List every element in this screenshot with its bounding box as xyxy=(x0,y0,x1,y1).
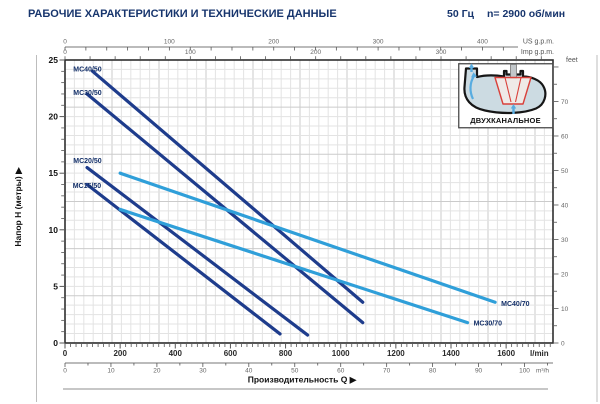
tick-label: 80 xyxy=(429,368,437,375)
tick-label: 1000 xyxy=(332,349,350,358)
tick-label: 60 xyxy=(561,133,569,140)
outlet-flow-arrow-icon xyxy=(468,63,475,68)
tick-label: 400 xyxy=(477,39,488,46)
curve-mc40-50 xyxy=(90,69,365,304)
tick-label: 1200 xyxy=(387,349,405,358)
y-axis-feet: 0 10 20 30 40 50 60 70 feet xyxy=(554,57,578,347)
curve-mc40-70 xyxy=(118,171,497,304)
speed-label: n= 2900 об/мин xyxy=(487,8,566,20)
tick-label: 10 xyxy=(561,306,569,313)
x-axis-lmin: 0 200 400 600 800 1000 1200 1400 1600 l/min xyxy=(63,344,551,358)
tick-label: 400 xyxy=(169,349,183,358)
tick-label: 20 xyxy=(153,368,161,375)
curves: MC40/50 MC30/50 MC20/50 MC15/50 MC40/70 MC30/… xyxy=(73,67,530,337)
inset-caption: ДВУХКАНАЛЬНОЕ xyxy=(470,116,541,125)
tick-label: 100 xyxy=(164,39,175,46)
tick-label: 5 xyxy=(53,281,58,291)
tick-label: 25 xyxy=(49,55,59,65)
tick-label: 90 xyxy=(475,368,483,375)
x-axis-m3h: 0 10 20 30 40 50 60 70 80 90 100 m³/h xyxy=(63,362,553,375)
tick-label: 1400 xyxy=(442,349,460,358)
tick-label: 800 xyxy=(279,349,293,358)
curve-mc30-70 xyxy=(118,207,470,325)
tick-label: 30 xyxy=(561,237,569,244)
tick-label: 15 xyxy=(49,168,59,178)
tick-label: 100 xyxy=(519,368,530,375)
impeller-diagram: ДВУХКАНАЛЬНОЕ xyxy=(458,63,554,129)
tick-label: 10 xyxy=(107,368,115,375)
curve-label: MC40/50 xyxy=(73,67,102,74)
x-axis-us-gpm: 0 100 200 300 400 US g.p.m. xyxy=(63,39,554,51)
tick-label: 200 xyxy=(268,39,279,46)
impeller-outline xyxy=(494,76,532,105)
tick-label: 50 xyxy=(291,368,299,375)
tick-label: 70 xyxy=(561,99,569,106)
curve-mc20-50 xyxy=(85,165,310,337)
page-rules xyxy=(36,55,598,402)
tick-label: 50 xyxy=(561,168,569,175)
tick-label: 10 xyxy=(49,225,59,235)
tick-label: 20 xyxy=(561,271,569,278)
x-axis-title: Производительность Q ▶ xyxy=(248,375,358,385)
tick-label: 0 xyxy=(63,349,68,358)
tick-label: 0 xyxy=(561,340,565,347)
tick-label: 60 xyxy=(337,368,345,375)
axis-unit-lmin: l/min xyxy=(530,349,549,358)
x-axis-imp-gpm: 0 100 200 300 Imp g.p.m. xyxy=(63,49,554,60)
tick-label: 600 xyxy=(224,349,238,358)
volute-flow-arrow-icon xyxy=(469,75,475,100)
impeller-channels xyxy=(504,77,522,103)
y-axis-title: Напор H (метры) ▶ xyxy=(13,166,23,247)
frequency-label: 50 Гц xyxy=(447,8,475,20)
tick-label: 0 xyxy=(53,338,58,348)
tick-label: 30 xyxy=(199,368,207,375)
volute-flow-arrow-icon xyxy=(471,72,477,78)
curve-label: MC20/50 xyxy=(73,158,102,165)
pump-shaft xyxy=(510,64,517,79)
tick-label: 0 xyxy=(63,39,67,46)
tick-label: 200 xyxy=(310,49,321,56)
tick-label: 20 xyxy=(49,112,59,122)
tick-label: 70 xyxy=(383,368,391,375)
tick-label: 40 xyxy=(245,368,253,375)
curve-label: MC30/50 xyxy=(73,90,102,97)
tick-label: 40 xyxy=(561,202,569,209)
page-title: РАБОЧИЕ ХАРАКТЕРИСТИКИ И ТЕХНИЧЕСКИЕ ДАН… xyxy=(28,8,337,20)
tick-label: 0 xyxy=(63,368,67,375)
tick-label: 200 xyxy=(113,349,127,358)
tick-label: 0 xyxy=(63,49,67,56)
suction-flow-arrow-icon xyxy=(510,104,517,109)
axis-unit-imp-gpm: Imp g.p.m. xyxy=(521,49,554,56)
curve-label: MC15/50 xyxy=(73,183,102,190)
tick-label: 100 xyxy=(185,49,196,56)
y-axis-meters: 0 5 10 15 20 25 Напор H (метры) ▶ xyxy=(13,55,64,348)
axis-unit-feet: feet xyxy=(566,57,578,64)
curve-label: MC40/70 xyxy=(501,301,530,308)
curve-label: MC30/70 xyxy=(474,321,503,328)
tick-label: 300 xyxy=(436,49,447,56)
axis-unit-m3h: m³/h xyxy=(536,368,549,375)
tick-label: 1600 xyxy=(497,349,515,358)
tick-label: 300 xyxy=(373,39,384,46)
axis-unit-us-gpm: US g.p.m. xyxy=(523,39,554,46)
plot-frame xyxy=(64,59,554,344)
